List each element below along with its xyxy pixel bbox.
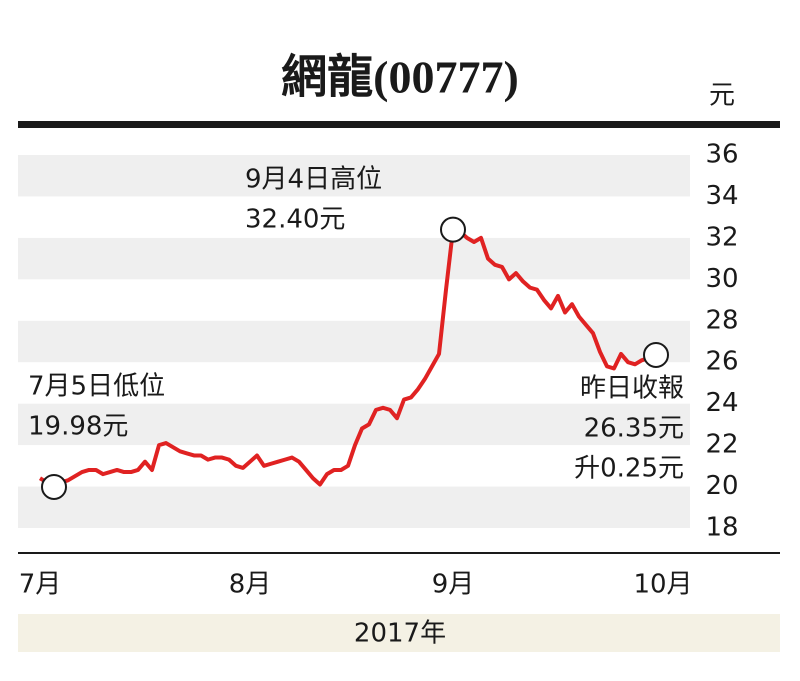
x-caption: 2017年 xyxy=(354,619,446,649)
annotation: 升0.25元 xyxy=(574,454,684,484)
annotation: 7月5日低位 xyxy=(28,372,165,402)
y-unit: 元 xyxy=(709,81,735,111)
annotation: 19.98元 xyxy=(28,412,128,442)
y-tick-label: 34 xyxy=(705,181,738,211)
title-rule xyxy=(18,121,780,128)
y-tick-label: 24 xyxy=(705,388,738,418)
marker xyxy=(643,341,669,368)
x-tick-label: 8月 xyxy=(229,570,272,600)
y-tick-label: 26 xyxy=(705,347,738,377)
annotation: 32.40元 xyxy=(245,205,345,235)
y-tick-label: 32 xyxy=(705,222,738,252)
y-tick-label: 20 xyxy=(705,471,738,501)
chart-title: 網龍(00777) xyxy=(281,52,519,103)
y-tick-label: 22 xyxy=(705,430,738,460)
annotation: 昨日收報 xyxy=(580,374,684,404)
grid-band xyxy=(18,486,690,528)
y-tick-label: 28 xyxy=(705,305,738,335)
grid-band xyxy=(18,403,690,446)
marker xyxy=(41,473,67,500)
y-tick-label: 36 xyxy=(705,140,738,170)
x-tick-label: 9月 xyxy=(432,570,475,600)
y-tick-label: 30 xyxy=(705,264,738,294)
grid-band xyxy=(18,320,690,363)
grid-band xyxy=(18,155,690,197)
line xyxy=(38,227,657,489)
grid-band xyxy=(18,237,690,280)
annotation: 26.35元 xyxy=(584,414,684,444)
marker xyxy=(440,216,466,243)
annotation: 9月4日高位 xyxy=(245,165,382,195)
x-tick-label: 10月 xyxy=(633,570,692,600)
y-tick-label: 18 xyxy=(705,513,738,543)
caption-bar xyxy=(18,614,780,652)
x-tick-label: 7月 xyxy=(19,570,62,600)
